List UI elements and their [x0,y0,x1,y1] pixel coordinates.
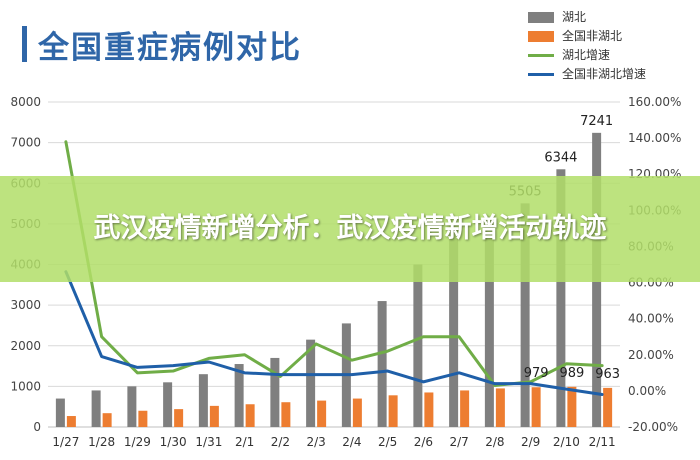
y-left-tick-label: 1000 [10,379,41,393]
legend-swatch-hubei-growth [528,54,554,57]
bar-hubei [163,382,173,427]
line-non-hubei-growth [64,270,604,396]
bar-non-hubei [424,392,434,427]
bar-non-hubei [317,400,327,427]
bar-non-hubei [174,409,184,427]
bar-hubei [127,386,137,427]
bar-non-hubei [352,398,362,427]
y-left-tick-label: 7000 [10,136,41,150]
bar-hubei [556,169,566,427]
y-right-tick-label: 40.00% [628,312,674,326]
legend-item-hubei: 湖北 [528,8,646,27]
bar-non-hubei [460,390,470,427]
x-tick-label: 1/27 [52,435,79,449]
bar-non-hubei [138,410,148,427]
legend-label-hubei: 湖北 [562,10,587,24]
y-right-tick-label: 20.00% [628,348,674,362]
bar-non-hubei [531,387,541,427]
bar-hubei [91,390,101,427]
bar-hubei [377,301,387,427]
bar-hubei [413,264,423,427]
legend-swatch-non-hubei-growth [528,73,554,76]
bar-non-hubei [281,402,291,427]
data-label: 963 [595,367,620,382]
bar-non-hubei [245,404,255,427]
headline-overlay-text: 武汉疫情新增分析：武汉疫情新增活动轨迹 [93,213,607,244]
x-tick-label: 2/11 [589,435,616,449]
bar-non-hubei [388,395,398,427]
headline-overlay-banner: 武汉疫情新增分析：武汉疫情新增活动轨迹 [0,176,700,282]
bar-non-hubei [495,388,505,427]
bar-non-hubei [567,386,577,427]
bar-non-hubei [209,405,219,427]
data-label: 6344 [544,150,577,165]
x-tick-label: 2/2 [271,435,290,449]
y-left-tick-label: 8000 [10,95,41,109]
x-tick-label: 2/8 [485,435,504,449]
legend-item-non-hubei-growth: 全国非湖北增速 [528,65,646,84]
title-accent-bar [22,26,27,62]
bar-hubei [306,339,316,427]
y-left-tick-label: 0 [33,420,41,434]
legend-item-non-hubei: 全国非湖北 [528,27,646,46]
page-title: 全国重症病例对比 [38,30,302,66]
x-tick-label: 1/31 [195,435,222,449]
x-tick-label: 2/3 [306,435,325,449]
bar-non-hubei [603,387,613,427]
data-label: 989 [559,366,584,381]
bar-hubei [55,398,65,427]
legend-item-hubei-growth: 湖北增速 [528,46,646,65]
y-right-tick-label: -20.00% [628,420,678,434]
x-tick-label: 2/6 [414,435,433,449]
x-tick-label: 1/30 [160,435,187,449]
data-label: 979 [524,366,549,381]
bar-hubei [484,215,494,427]
bar-non-hubei [66,416,76,427]
x-tick-label: 1/29 [124,435,151,449]
y-left-tick-label: 2000 [10,339,41,353]
x-tick-label: 2/4 [342,435,361,449]
bar-hubei [449,223,459,427]
legend-label-non-hubei: 全国非湖北 [562,29,623,43]
data-label: 7241 [580,114,613,129]
y-left-tick-label: 3000 [10,298,41,312]
legend-label-non-hubei-growth: 全国非湖北增速 [562,67,647,81]
legend-swatch-hubei [528,12,554,23]
y-right-tick-label: 0.00% [628,384,666,398]
legend-swatch-non-hubei [528,31,554,42]
bar-hubei [270,357,280,427]
legend-label-hubei-growth: 湖北增速 [562,48,611,62]
x-tick-label: 2/7 [449,435,468,449]
bar-hubei [198,374,208,427]
bar-hubei [234,364,244,427]
x-tick-label: 2/9 [521,435,540,449]
chart-legend: 湖北 全国非湖北 湖北增速 全国非湖北增速 [528,8,646,84]
bar-non-hubei [102,413,112,427]
x-tick-label: 1/28 [88,435,115,449]
y-right-tick-label: 160.00% [628,95,681,109]
y-right-tick-label: 140.00% [628,131,681,145]
x-tick-label: 2/1 [235,435,254,449]
x-tick-label: 2/10 [553,435,580,449]
x-tick-label: 2/5 [378,435,397,449]
bar-hubei [520,203,530,427]
